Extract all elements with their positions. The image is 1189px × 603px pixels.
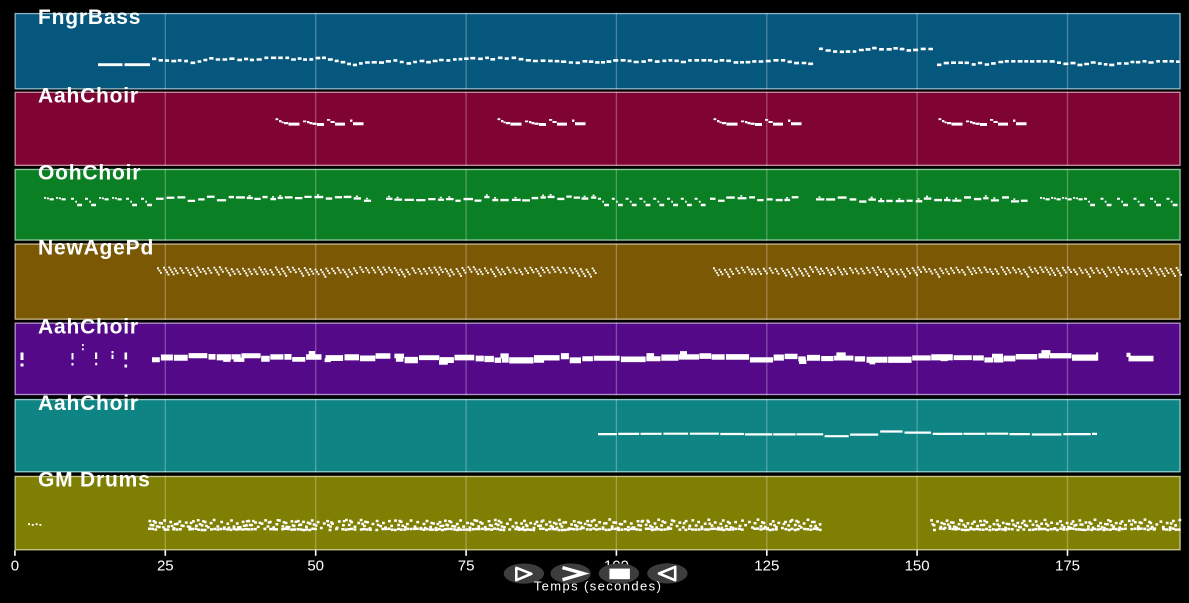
svg-text:150: 150: [905, 558, 930, 575]
svg-text:AahChoir: AahChoir: [38, 315, 139, 338]
svg-text:Temps (secondes): Temps (secondes): [534, 579, 663, 594]
svg-text:AahChoir: AahChoir: [38, 392, 139, 415]
svg-text:GM Drums: GM Drums: [38, 469, 151, 492]
svg-text:FngrBass: FngrBass: [38, 6, 141, 29]
svg-text:OohChoir: OohChoir: [38, 162, 141, 185]
svg-text:125: 125: [754, 558, 779, 575]
svg-text:75: 75: [458, 558, 475, 575]
svg-text:25: 25: [157, 558, 174, 575]
svg-text:NewAgePd: NewAgePd: [38, 236, 154, 259]
svg-text:50: 50: [307, 558, 324, 575]
svg-text:175: 175: [1055, 558, 1080, 575]
svg-text:0: 0: [11, 558, 19, 575]
svg-text:AahChoir: AahChoir: [38, 85, 139, 108]
